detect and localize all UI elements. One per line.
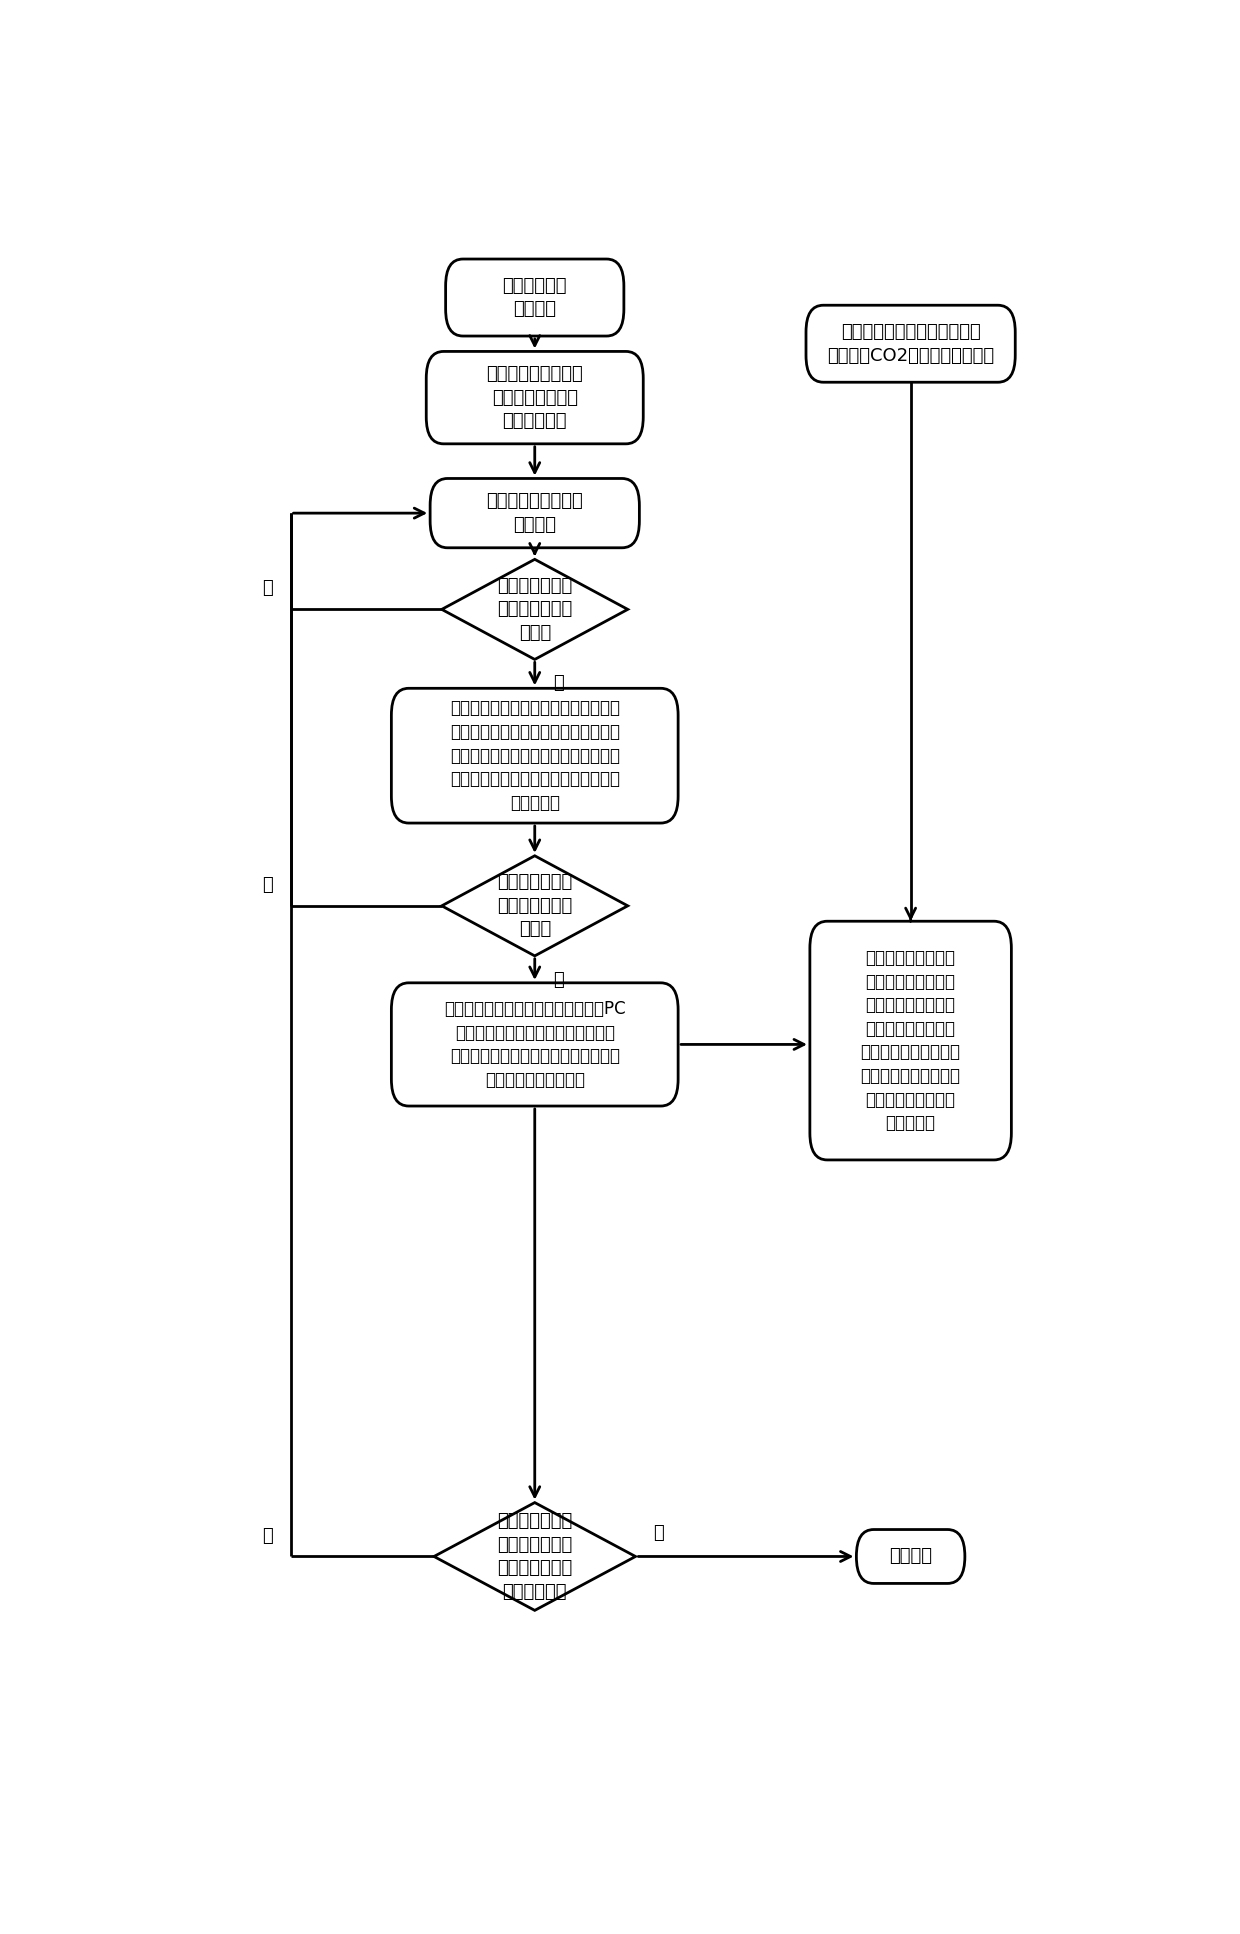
Text: 判断特征提取图
像是否为疑似病
害图像: 判断特征提取图 像是否为疑似病 害图像 bbox=[497, 874, 573, 938]
FancyBboxPatch shape bbox=[806, 306, 1016, 383]
Text: 是: 是 bbox=[652, 1524, 663, 1541]
FancyBboxPatch shape bbox=[857, 1530, 965, 1584]
Text: 否: 否 bbox=[263, 876, 273, 894]
Text: 是: 是 bbox=[553, 675, 564, 692]
Polygon shape bbox=[441, 855, 627, 955]
Text: 结束巡检: 结束巡检 bbox=[889, 1547, 932, 1565]
FancyBboxPatch shape bbox=[392, 689, 678, 824]
Polygon shape bbox=[434, 1503, 635, 1611]
Text: 是: 是 bbox=[553, 971, 564, 988]
Text: 否: 否 bbox=[263, 580, 273, 598]
FancyBboxPatch shape bbox=[810, 921, 1012, 1160]
Text: 病害图像采集摄像头
朝向待检测温室植
物，开始巡检: 病害图像采集摄像头 朝向待检测温室植 物，开始巡检 bbox=[486, 366, 583, 429]
Text: 否: 否 bbox=[263, 1526, 273, 1545]
FancyBboxPatch shape bbox=[427, 352, 644, 443]
Text: 温室全局环境因子传感器实时
监测全局CO2浓度、温度、湿度: 温室全局环境因子传感器实时 监测全局CO2浓度、温度、湿度 bbox=[827, 323, 994, 364]
Text: 机器人进入待
检测区域: 机器人进入待 检测区域 bbox=[502, 277, 567, 319]
FancyBboxPatch shape bbox=[392, 982, 678, 1106]
Text: 前置导航摄像头记录病害发生位置；PC
控制处理模块接收此时的局部环境因
子，并连同病害发生位置和特征提取图
像回传至远程控制终端: 前置导航摄像头记录病害发生位置；PC 控制处理模块接收此时的局部环境因 子，并连… bbox=[444, 1000, 625, 1089]
Polygon shape bbox=[441, 559, 627, 659]
Text: 采集植物图像和局部
环境因子: 采集植物图像和局部 环境因子 bbox=[486, 493, 583, 534]
Text: 判断病害图像采
集摄像头是否已
遍历所有待检测
温室植物区域: 判断病害图像采 集摄像头是否已 遍历所有待检测 温室植物区域 bbox=[497, 1512, 573, 1601]
Text: 远程控制终端结合局
部环境因子和温室内
安装的全局环境因子
传感器回传的全局环
境因子，进一步分析特
征提取图像，识别出在
该病害发生位置发生
了何种病害: 远程控制终端结合局 部环境因子和温室内 安装的全局环境因子 传感器回传的全局环 … bbox=[861, 950, 961, 1131]
FancyBboxPatch shape bbox=[445, 259, 624, 337]
Text: 在特征提取图像中标记疑似病害区域，
同时移动平台暂停移动，病害图像采集
摄像头移动至标记的疑似病害区域所对
应的待检测温室植物区域，再次采集植
物放大图像: 在特征提取图像中标记疑似病害区域， 同时移动平台暂停移动，病害图像采集 摄像头移… bbox=[450, 700, 620, 812]
FancyBboxPatch shape bbox=[430, 478, 640, 547]
Text: 判断特征提取图
像是否为疑似病
害图像: 判断特征提取图 像是否为疑似病 害图像 bbox=[497, 576, 573, 642]
